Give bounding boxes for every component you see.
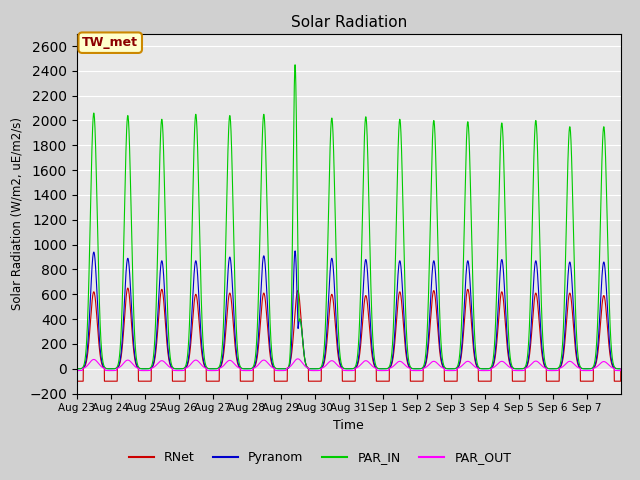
Pyranom bbox=[398, 280, 406, 286]
PAR_OUT bbox=[583, 368, 591, 373]
Pyranom bbox=[617, 366, 625, 372]
Line: RNet: RNet bbox=[77, 288, 621, 381]
PAR_OUT bbox=[294, 356, 301, 362]
Line: PAR_OUT: PAR_OUT bbox=[77, 359, 621, 371]
PAR_IN bbox=[369, 338, 377, 344]
PAR_OUT bbox=[525, 364, 532, 370]
PAR_OUT bbox=[498, 359, 506, 364]
PAR_OUT bbox=[617, 366, 625, 372]
PAR_OUT bbox=[539, 364, 547, 370]
RNet bbox=[617, 366, 625, 372]
RNet bbox=[539, 357, 547, 362]
PAR_IN bbox=[525, 338, 532, 344]
Title: Solar Radiation: Solar Radiation bbox=[291, 15, 407, 30]
PAR_OUT bbox=[73, 368, 81, 373]
RNet bbox=[398, 305, 406, 311]
PAR_IN bbox=[186, 318, 193, 324]
Text: TW_met: TW_met bbox=[82, 36, 138, 49]
Pyranom bbox=[369, 354, 377, 360]
PAR_OUT bbox=[186, 363, 193, 369]
Y-axis label: Solar Radiation (W/m2, uE/m2/s): Solar Radiation (W/m2, uE/m2/s) bbox=[11, 117, 24, 310]
RNet bbox=[525, 357, 532, 363]
X-axis label: Time: Time bbox=[333, 419, 364, 432]
Pyranom bbox=[498, 257, 506, 263]
Line: Pyranom: Pyranom bbox=[77, 251, 621, 369]
RNet bbox=[498, 289, 506, 295]
PAR_OUT bbox=[398, 360, 406, 365]
PAR_IN bbox=[617, 366, 625, 372]
Pyranom bbox=[73, 366, 81, 372]
RNet bbox=[369, 358, 377, 364]
Pyranom bbox=[186, 346, 193, 351]
PAR_IN bbox=[291, 62, 299, 68]
Pyranom bbox=[525, 354, 532, 360]
PAR_IN bbox=[539, 335, 547, 341]
PAR_IN bbox=[498, 120, 506, 126]
PAR_IN bbox=[73, 366, 81, 372]
RNet bbox=[73, 378, 81, 384]
PAR_IN bbox=[398, 168, 406, 174]
Legend: RNet, Pyranom, PAR_IN, PAR_OUT: RNet, Pyranom, PAR_IN, PAR_OUT bbox=[124, 446, 516, 469]
Pyranom bbox=[291, 248, 299, 254]
Pyranom bbox=[539, 352, 547, 358]
RNet bbox=[124, 285, 132, 291]
RNet bbox=[186, 351, 193, 357]
Line: PAR_IN: PAR_IN bbox=[77, 65, 621, 369]
PAR_OUT bbox=[369, 364, 377, 370]
